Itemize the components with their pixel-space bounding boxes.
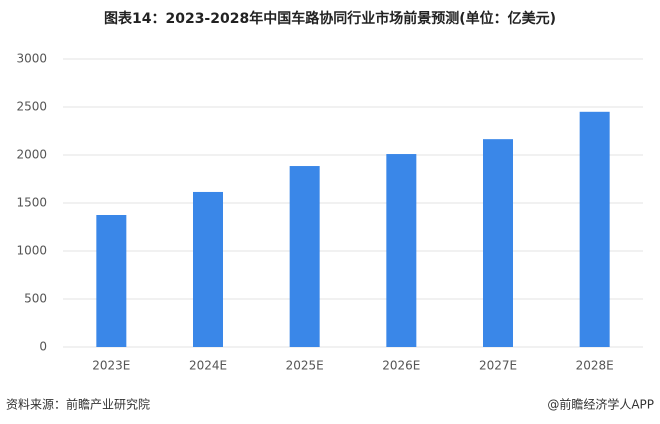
bar <box>386 154 417 347</box>
source: 资料来源：前瞻产业研究院 <box>6 397 150 412</box>
y-tick-label: 2500 <box>16 100 47 114</box>
y-tick-label: 3000 <box>16 52 47 66</box>
x-tick-label: 2025E <box>286 359 324 373</box>
credit: @前瞻经济学人APP <box>547 397 654 412</box>
x-tick-label: 2027E <box>479 359 517 373</box>
bar <box>579 111 610 347</box>
x-tick-label: 2024E <box>189 359 227 373</box>
bar <box>193 191 223 347</box>
chart-title: 图表14：2023-2028年中国车路协同行业市场前景预测(单位：亿美元) <box>104 10 556 27</box>
bar <box>483 139 513 347</box>
x-tick-label: 2026E <box>382 359 420 373</box>
y-tick-label: 2000 <box>16 148 47 162</box>
y-tick-label: 1500 <box>16 196 47 210</box>
y-tick-label: 500 <box>24 292 47 306</box>
bar <box>289 166 320 347</box>
y-tick-label: 0 <box>39 340 47 354</box>
x-tick-label: 2028E <box>576 359 614 373</box>
bar <box>96 215 127 347</box>
y-tick-label: 1000 <box>16 244 47 258</box>
x-tick-label: 2023E <box>92 359 130 373</box>
